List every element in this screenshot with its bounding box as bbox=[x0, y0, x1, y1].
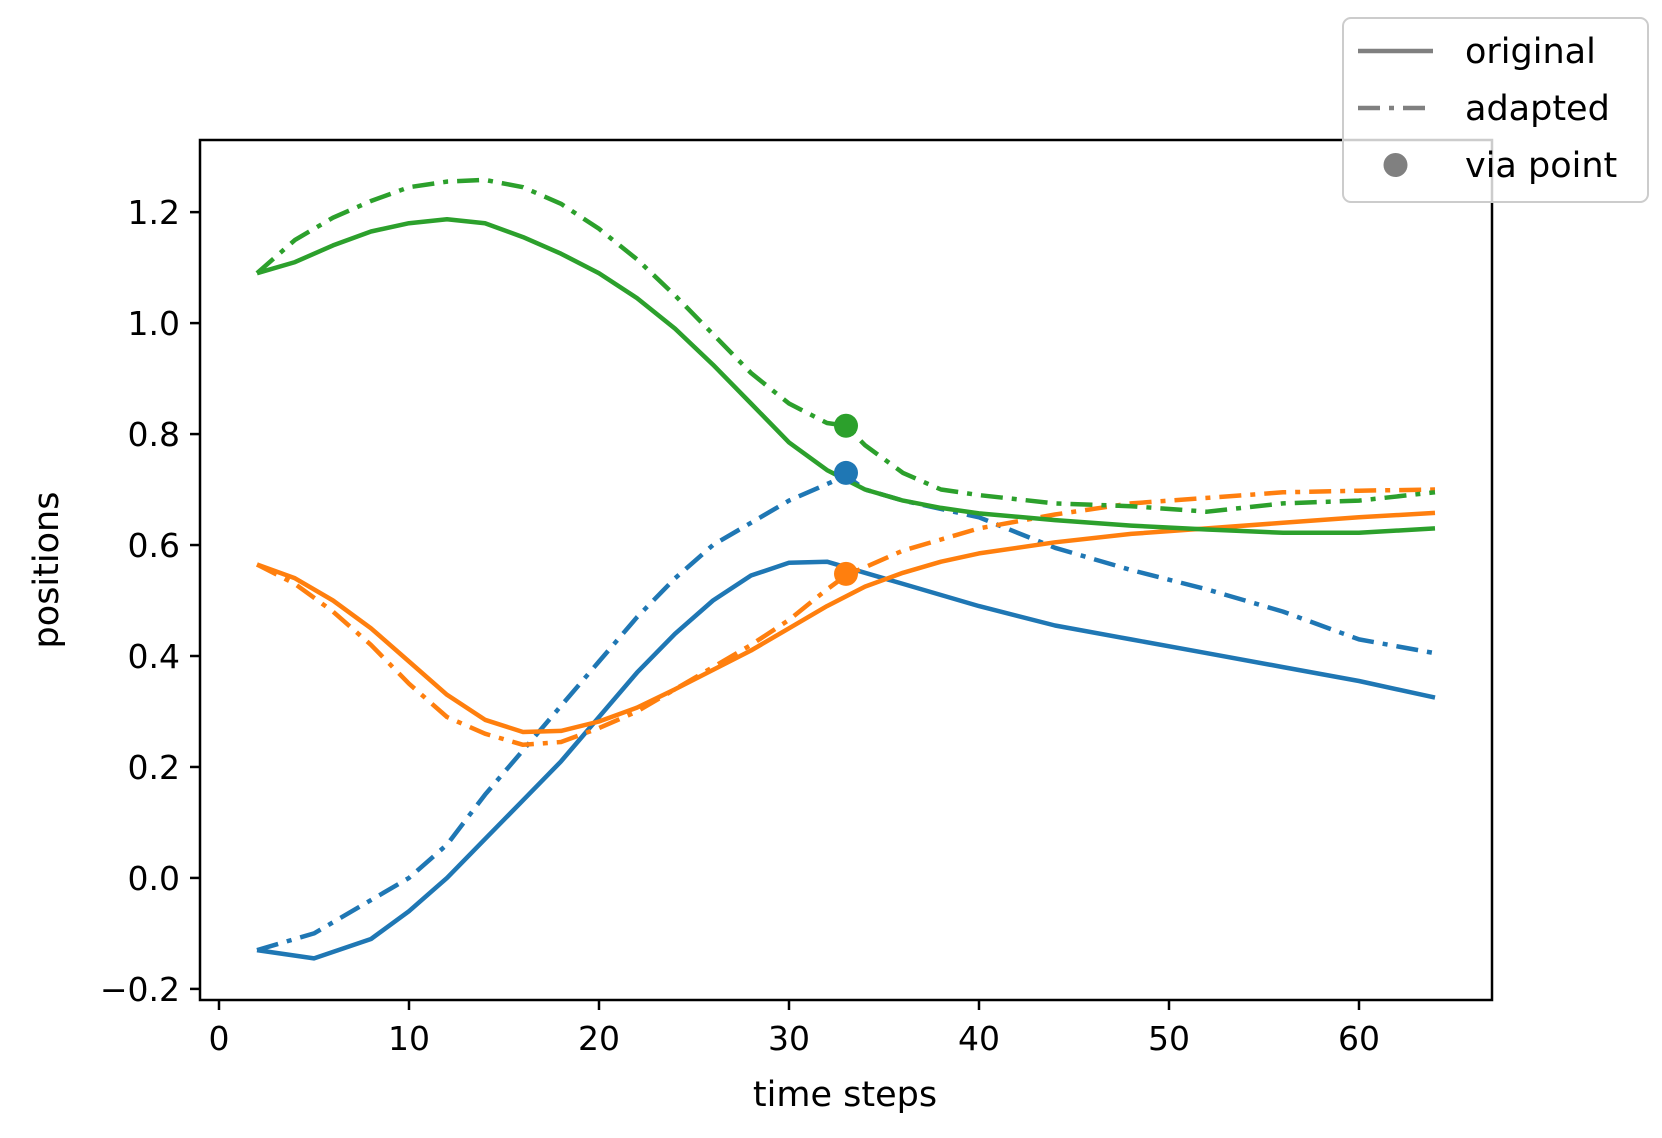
y-tick-label: 0.2 bbox=[128, 748, 180, 787]
via-point-marker-2 bbox=[834, 561, 858, 586]
y-tick-label: 1.2 bbox=[128, 193, 180, 232]
series-line-6 bbox=[255, 177, 1436, 514]
series-line-1 bbox=[256, 559, 1436, 961]
series-line-5 bbox=[256, 217, 1436, 536]
via-point-marker-1 bbox=[834, 460, 858, 485]
series-line-2 bbox=[256, 473, 1436, 953]
axes-frame bbox=[198, 138, 1494, 1002]
y-axis-ticks: −0.2 0.0 0.2 0.4 0.6 0.8 1.0 1.2 bbox=[100, 193, 200, 1009]
y-tick-label: 1.0 bbox=[128, 304, 180, 343]
series-line-3 bbox=[256, 510, 1436, 735]
series-line-4 bbox=[255, 487, 1436, 748]
x-tick-label: 20 bbox=[578, 1019, 620, 1058]
x-tick-label: 0 bbox=[209, 1019, 230, 1058]
legend: original adapted via point bbox=[1342, 17, 1649, 203]
legend-marker-via-point bbox=[1383, 153, 1408, 177]
y-tick-label: 0.4 bbox=[128, 637, 180, 676]
legend-label: adapted bbox=[1465, 89, 1610, 129]
y-tick-label: −0.2 bbox=[100, 970, 180, 1009]
x-axis-label: time steps bbox=[753, 1075, 937, 1115]
via-point-marker-3 bbox=[834, 413, 858, 438]
y-tick-label: 0.6 bbox=[128, 526, 180, 565]
x-tick-label: 40 bbox=[958, 1019, 1000, 1058]
x-tick-label: 50 bbox=[1148, 1019, 1190, 1058]
legend-label: via point bbox=[1465, 146, 1617, 186]
y-axis-label: positions bbox=[27, 492, 67, 649]
legend-box bbox=[1342, 17, 1649, 203]
legend-label: original bbox=[1465, 32, 1596, 72]
x-tick-label: 60 bbox=[1338, 1019, 1380, 1058]
x-tick-label: 10 bbox=[388, 1019, 430, 1058]
y-tick-label: 0.0 bbox=[128, 859, 180, 898]
x-tick-label: 30 bbox=[768, 1019, 810, 1058]
x-axis-ticks: 0 10 20 30 40 50 60 bbox=[209, 1000, 1380, 1058]
y-tick-label: 0.8 bbox=[128, 415, 180, 454]
plot-area bbox=[198, 138, 1494, 1002]
